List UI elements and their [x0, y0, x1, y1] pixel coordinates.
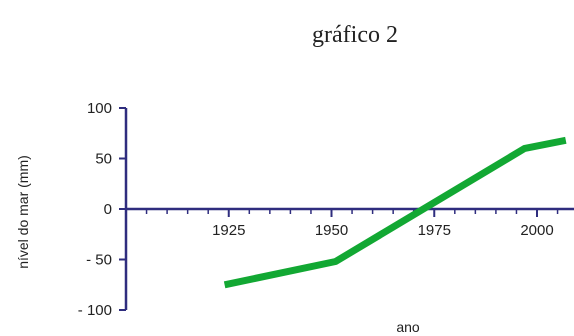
axes — [124, 108, 574, 310]
chart-title: gráfico 2 — [312, 22, 398, 48]
y-tick-label: 0 — [104, 201, 112, 218]
y-tick-label: 100 — [87, 100, 112, 117]
ticks: 100 50 0 - 50 - 100 1925 1950 1975 2000 — [78, 100, 559, 319]
y-tick-label: 50 — [95, 151, 112, 168]
x-tick-label: 1950 — [315, 222, 348, 239]
sea-level-line — [223, 136, 567, 289]
y-tick-label: - 100 — [78, 302, 112, 319]
x-tick-label: 1975 — [418, 222, 451, 239]
y-tick-label: - 50 — [86, 252, 112, 269]
x-tick-label: 1925 — [212, 222, 245, 239]
x-axis-label: ano — [396, 319, 420, 335]
series — [223, 136, 567, 289]
x-tick-label: 2000 — [520, 222, 553, 239]
y-axis-label: nível do mar (mm) — [15, 155, 31, 269]
